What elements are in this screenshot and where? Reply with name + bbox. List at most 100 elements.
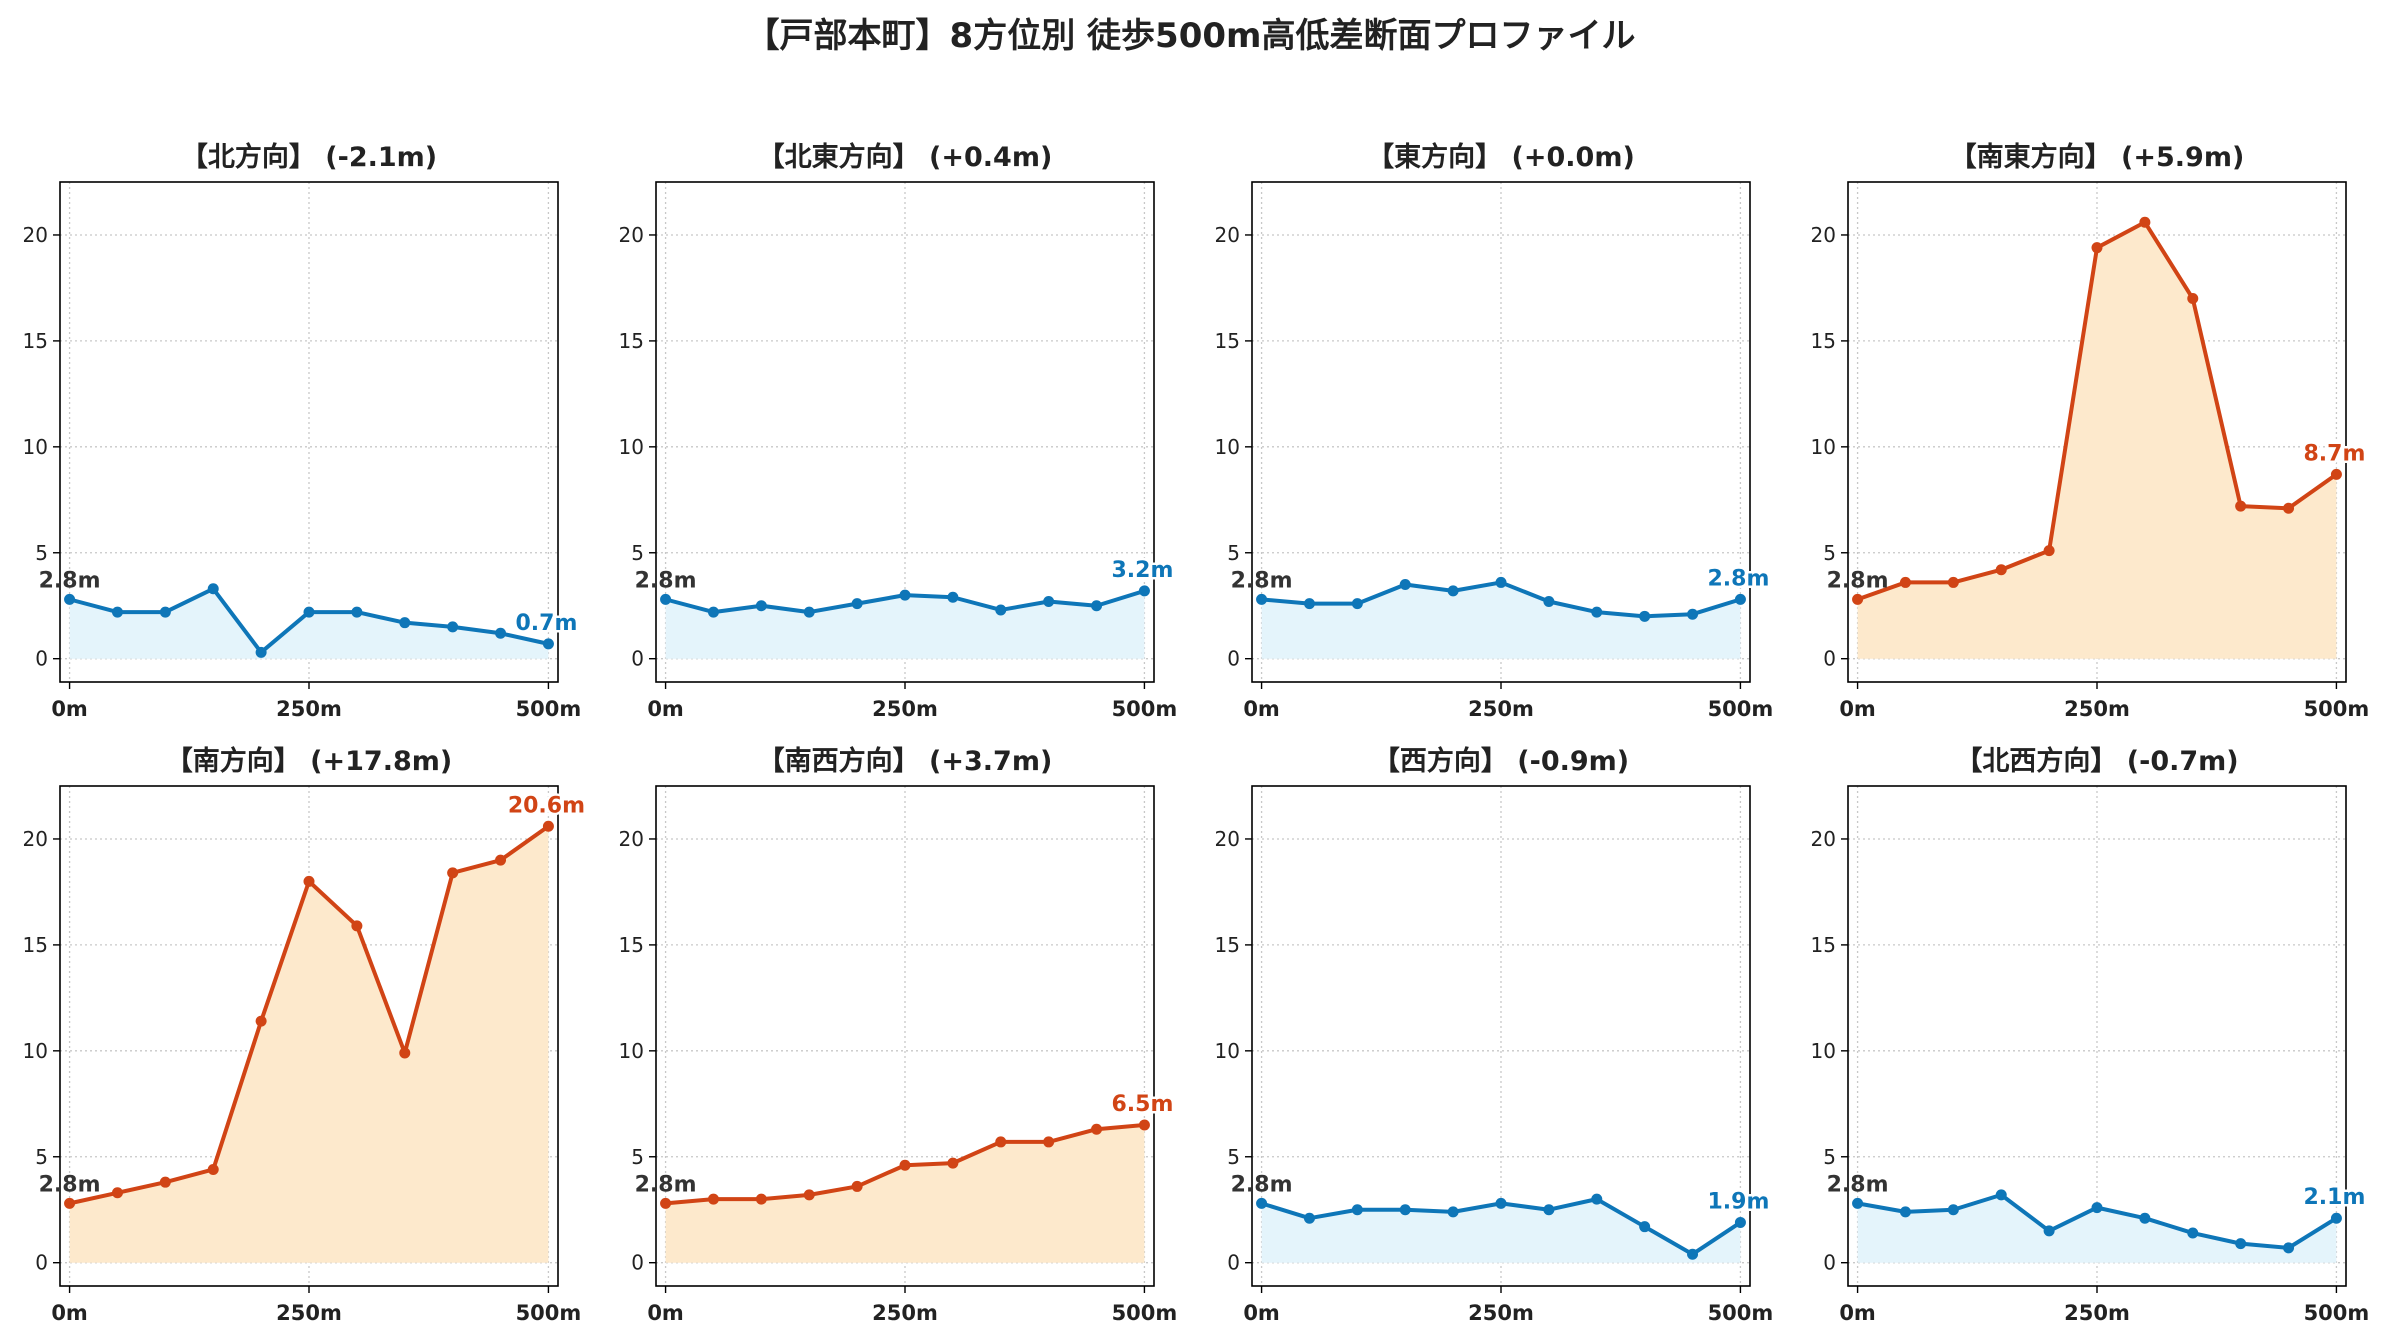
subplot-title: 【南東方向】 (+5.9m) (1950, 141, 2245, 173)
end-value-label: 1.9m (1707, 1189, 1769, 1214)
x-tick-label: 500m (1112, 697, 1178, 721)
subplot-title: 【南方向】 (+17.8m) (166, 745, 452, 777)
data-point (851, 1180, 863, 1192)
data-point (947, 1157, 959, 1169)
data-point (899, 589, 911, 601)
y-tick-label: 0 (1823, 1251, 1836, 1275)
data-point (660, 1197, 672, 1209)
start-value-label: 2.8m (1827, 568, 1889, 593)
area-fill (69, 826, 549, 1263)
y-tick-label: 15 (23, 933, 48, 957)
data-point (755, 1193, 767, 1205)
data-point (1043, 1136, 1055, 1148)
data-point (399, 617, 411, 629)
y-tick-label: 15 (1215, 933, 1240, 957)
data-point (2091, 1202, 2103, 1214)
y-tick-label: 0 (1227, 1251, 1240, 1275)
data-point (2091, 242, 2103, 254)
x-tick-label: 0m (1839, 697, 1876, 721)
y-tick-label: 0 (1227, 647, 1240, 671)
start-value-label: 2.8m (1231, 568, 1293, 593)
data-point (159, 606, 171, 618)
data-point (1687, 608, 1699, 620)
data-point (2187, 1227, 2199, 1239)
subplot-3: 【東方向】 (+0.0m) 0 5 10 15 20 0m 250m 500m 2.8m 2.8m (1215, 141, 1774, 721)
y-tick-label: 20 (23, 827, 48, 851)
data-point (1399, 579, 1411, 591)
y-tick-label: 20 (619, 223, 644, 247)
y-tick-label: 0 (631, 647, 644, 671)
y-tick-label: 20 (23, 223, 48, 247)
y-tick-label: 5 (1227, 1145, 1240, 1169)
area-fill (1857, 1194, 2337, 1263)
data-point (1734, 593, 1746, 605)
subplot-title: 【南西方向】 (+3.7m) (758, 745, 1053, 777)
data-point (899, 1159, 911, 1171)
y-tick-label: 15 (1215, 329, 1240, 353)
data-point (995, 604, 1007, 616)
data-point (1351, 598, 1363, 610)
area-fill (69, 588, 549, 659)
data-point (755, 600, 767, 612)
area-fill (665, 1124, 1145, 1263)
data-point (2235, 1238, 2247, 1250)
data-point (1138, 1119, 1150, 1131)
data-point (303, 606, 315, 618)
y-tick-label: 15 (619, 933, 644, 957)
data-point (707, 606, 719, 618)
x-tick-label: 500m (2304, 697, 2370, 721)
subplot-5: 【南方向】 (+17.8m) 0 5 10 15 20 0m 250m 500m 2.8m 20.6… (23, 745, 588, 1325)
start-value-label: 2.8m (1827, 1172, 1889, 1197)
data-point (111, 606, 123, 618)
data-point (1899, 1206, 1911, 1218)
data-point (1995, 1189, 2007, 1201)
data-point (995, 1136, 1007, 1148)
y-tick-label: 15 (619, 329, 644, 353)
x-tick-label: 0m (647, 1301, 684, 1325)
end-value-label: 20.6m (508, 793, 585, 818)
x-tick-label: 0m (647, 697, 684, 721)
y-tick-label: 10 (619, 1039, 644, 1063)
area-fill (1857, 222, 2337, 659)
subplot-1: 【北方向】 (-2.1m) 0 5 10 15 20 0m 250m 500m 2.8m 0.7m (23, 141, 582, 721)
data-point (64, 1197, 76, 1209)
x-tick-label: 500m (516, 697, 582, 721)
x-tick-label: 250m (2064, 1301, 2130, 1325)
subplot-4: 【南東方向】 (+5.9m) 0 5 10 15 20 0m 250m 500m 2.8m 8.7m (1811, 141, 2370, 721)
data-point (1734, 1216, 1746, 1228)
data-point (2283, 502, 2295, 514)
data-point (2043, 1225, 2055, 1237)
data-point (1138, 585, 1150, 597)
subplot-6: 【南西方向】 (+3.7m) 0 5 10 15 20 0m 250m 500m 2.8m 6.5m (619, 745, 1178, 1325)
subplot-title: 【北東方向】 (+0.4m) (758, 141, 1053, 173)
data-point (2330, 1212, 2342, 1224)
end-value-label: 2.1m (2303, 1185, 2365, 1210)
x-tick-label: 500m (1708, 697, 1774, 721)
subplot-2: 【北東方向】 (+0.4m) 0 5 10 15 20 0m 250m 500m 2.8m 3.2m (619, 141, 1178, 721)
data-point (447, 621, 459, 633)
data-point (1091, 1123, 1103, 1135)
data-point (1947, 576, 1959, 588)
data-point (1639, 1221, 1651, 1233)
data-point (1351, 1204, 1363, 1216)
y-tick-label: 0 (35, 647, 48, 671)
data-point (2139, 1212, 2151, 1224)
data-point (1852, 1197, 1864, 1209)
data-point (707, 1193, 719, 1205)
x-tick-label: 0m (1243, 1301, 1280, 1325)
data-point (1303, 598, 1315, 610)
y-tick-label: 10 (1215, 435, 1240, 459)
data-point (1852, 593, 1864, 605)
x-tick-label: 250m (276, 1301, 342, 1325)
x-tick-label: 250m (2064, 697, 2130, 721)
x-tick-label: 250m (276, 697, 342, 721)
y-tick-label: 5 (35, 1145, 48, 1169)
subplot-8: 【北西方向】 (-0.7m) 0 5 10 15 20 0m 250m 500m 2.8m 2.1m (1811, 745, 2370, 1325)
data-point (1543, 1204, 1555, 1216)
x-tick-label: 500m (516, 1301, 582, 1325)
data-point (64, 593, 76, 605)
x-tick-label: 0m (51, 1301, 88, 1325)
figure-title: 【戸部本町】8方位別 徒歩500m高低差断面プロファイル (745, 16, 1636, 56)
